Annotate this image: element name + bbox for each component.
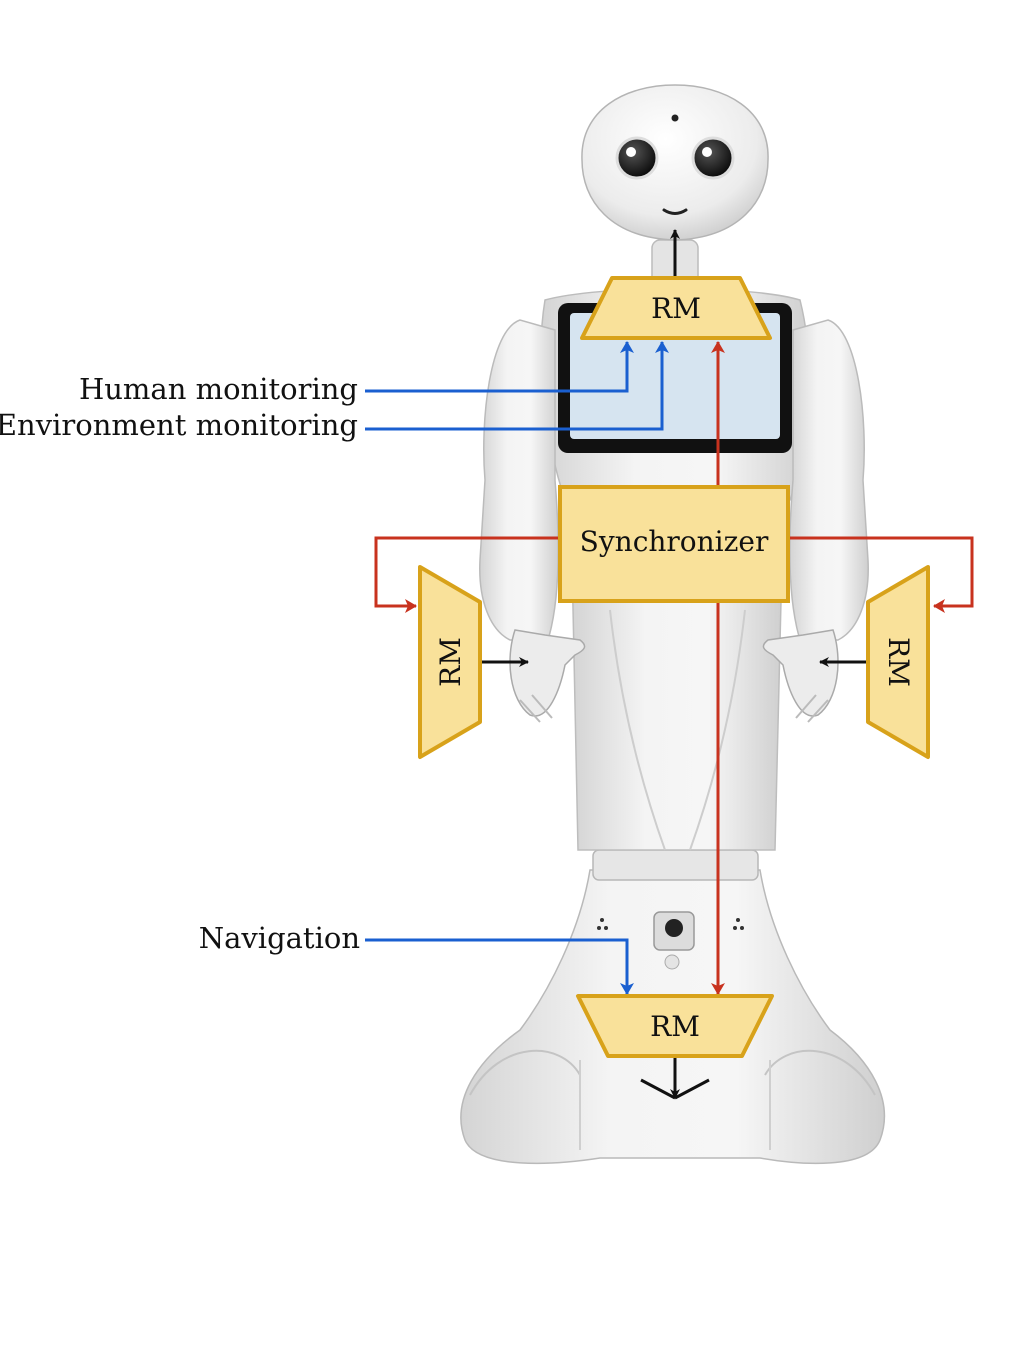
rm-right-arm-label: RM (882, 637, 915, 687)
human-monitoring-label: Human monitoring (79, 372, 358, 406)
sync-to-right-rm-arrow (788, 536, 974, 613)
navigation-arrow (365, 938, 634, 995)
synchronizer-links (374, 341, 974, 995)
navigation-label: Navigation (199, 921, 360, 955)
rm-left-arm-label: RM (434, 637, 467, 687)
robot-hip-joint (592, 849, 759, 881)
robot-mouth (662, 208, 688, 215)
rm-base-module: RM (576, 994, 774, 1058)
output-links (480, 229, 868, 1100)
synchronizer-module: Synchronizer (558, 485, 790, 603)
environment-monitoring-arrow (365, 341, 669, 431)
synchronizer-label: Synchronizer (580, 525, 769, 558)
input-links (365, 341, 669, 995)
robot-head (581, 84, 769, 241)
rm-head-label: RM (651, 292, 701, 325)
robot-right-arm (762, 319, 869, 723)
rm-head-module: RM (580, 276, 772, 340)
robot-left-arm (479, 319, 586, 723)
rm-right-arm-module: RM (866, 565, 930, 759)
robot-right-eye (691, 136, 735, 180)
human-monitoring-arrow (365, 341, 634, 393)
robot-leg (571, 559, 783, 851)
rm-base-label: RM (650, 1010, 700, 1043)
environment-monitoring-label: Environment monitoring (0, 408, 358, 442)
robot-left-eye (615, 136, 659, 180)
sync-to-left-rm-arrow (374, 536, 560, 613)
rm-left-arm-module: RM (418, 565, 482, 759)
